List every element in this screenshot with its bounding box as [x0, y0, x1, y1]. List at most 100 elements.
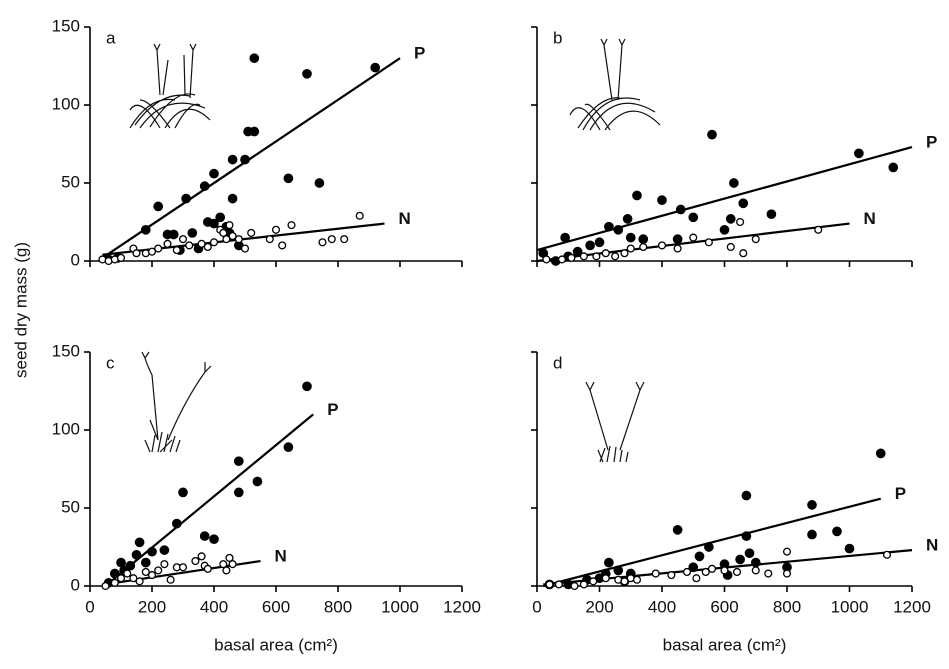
open-point [123, 569, 132, 578]
open-point [318, 238, 327, 247]
filled-point [704, 542, 714, 552]
filled-point [807, 500, 817, 510]
open-point [172, 246, 181, 255]
open-point [782, 569, 792, 578]
open-point [751, 566, 760, 575]
filled-point [302, 68, 312, 79]
filled-point [283, 173, 294, 184]
open-point [203, 564, 212, 573]
series-label: N [926, 536, 938, 555]
open-point [611, 252, 620, 261]
open-point [203, 242, 212, 252]
filled-point [613, 565, 624, 576]
open-point [101, 581, 110, 591]
open-point [557, 255, 567, 264]
filled-point [622, 214, 633, 224]
open-point [287, 221, 296, 230]
filled-point [604, 557, 614, 568]
panel-letter: a [106, 28, 116, 47]
plant-icon-c [141, 351, 212, 453]
open-point [160, 560, 169, 569]
filled-point [215, 212, 226, 223]
filled-point [875, 448, 886, 459]
open-point [265, 235, 274, 244]
filled-point [199, 181, 210, 191]
filled-point [199, 531, 210, 541]
filled-point [178, 487, 188, 498]
open-point [726, 242, 735, 252]
open-point [116, 574, 126, 583]
open-point [129, 574, 138, 583]
filled-point [134, 537, 145, 548]
y-tick-label: 0 [71, 250, 80, 269]
filled-point [741, 490, 752, 501]
filled-point [140, 224, 151, 235]
open-point [601, 249, 610, 258]
open-point [579, 580, 588, 589]
x-tick-label: 1000 [831, 597, 869, 616]
series-label: N [275, 547, 287, 566]
open-point [222, 566, 231, 575]
x-tick-label: 0 [85, 597, 94, 616]
filled-point [594, 237, 605, 248]
filled-point [729, 178, 739, 188]
y-tick-label: 100 [52, 419, 80, 438]
open-point [228, 231, 237, 241]
open-point [271, 225, 281, 234]
series-label: N [399, 209, 411, 228]
y-tick-label: 150 [52, 16, 80, 35]
open-point [219, 560, 228, 569]
open-point [178, 235, 188, 244]
y-tick-label: 50 [61, 497, 80, 516]
filled-point [153, 201, 164, 212]
open-point [219, 228, 228, 237]
open-point [882, 550, 892, 559]
x-tick-label: 1200 [893, 597, 931, 616]
open-point [340, 235, 349, 244]
filled-point [159, 545, 170, 555]
open-point [567, 253, 576, 262]
open-point [814, 225, 823, 234]
filled-point [109, 568, 120, 579]
filled-point [131, 549, 142, 560]
filled-point [283, 442, 294, 453]
open-point [704, 238, 713, 247]
filled-point [604, 221, 614, 232]
filled-point [675, 204, 686, 215]
x-tick-label: 200 [585, 597, 613, 616]
filled-point [560, 232, 570, 243]
filled-point [302, 381, 312, 392]
open-point [185, 241, 194, 250]
x-tick-label: 600 [710, 597, 738, 616]
filled-point [632, 190, 642, 201]
filled-point [168, 229, 179, 240]
open-point [327, 235, 336, 244]
open-point [197, 239, 206, 248]
open-point [147, 571, 157, 580]
open-point [166, 575, 175, 584]
open-point [651, 569, 660, 578]
filled-point [844, 543, 855, 554]
filled-point [585, 240, 595, 251]
open-point [132, 249, 141, 258]
open-point [732, 567, 742, 577]
open-point [228, 560, 237, 569]
x-tick-label: 800 [773, 597, 801, 616]
open-point [542, 255, 551, 264]
open-point [135, 577, 144, 586]
filled-point [738, 198, 749, 209]
open-point [141, 567, 150, 577]
open-point [278, 241, 287, 250]
filled-point [227, 154, 238, 165]
open-point [178, 563, 188, 572]
filled-point [209, 218, 219, 229]
open-point [592, 252, 601, 261]
open-point [782, 547, 792, 556]
series-label: P [895, 484, 906, 503]
open-point [222, 235, 231, 244]
series-label: P [926, 133, 937, 152]
filled-point [854, 148, 864, 159]
panel-letter: d [553, 353, 562, 372]
open-point [692, 574, 701, 583]
